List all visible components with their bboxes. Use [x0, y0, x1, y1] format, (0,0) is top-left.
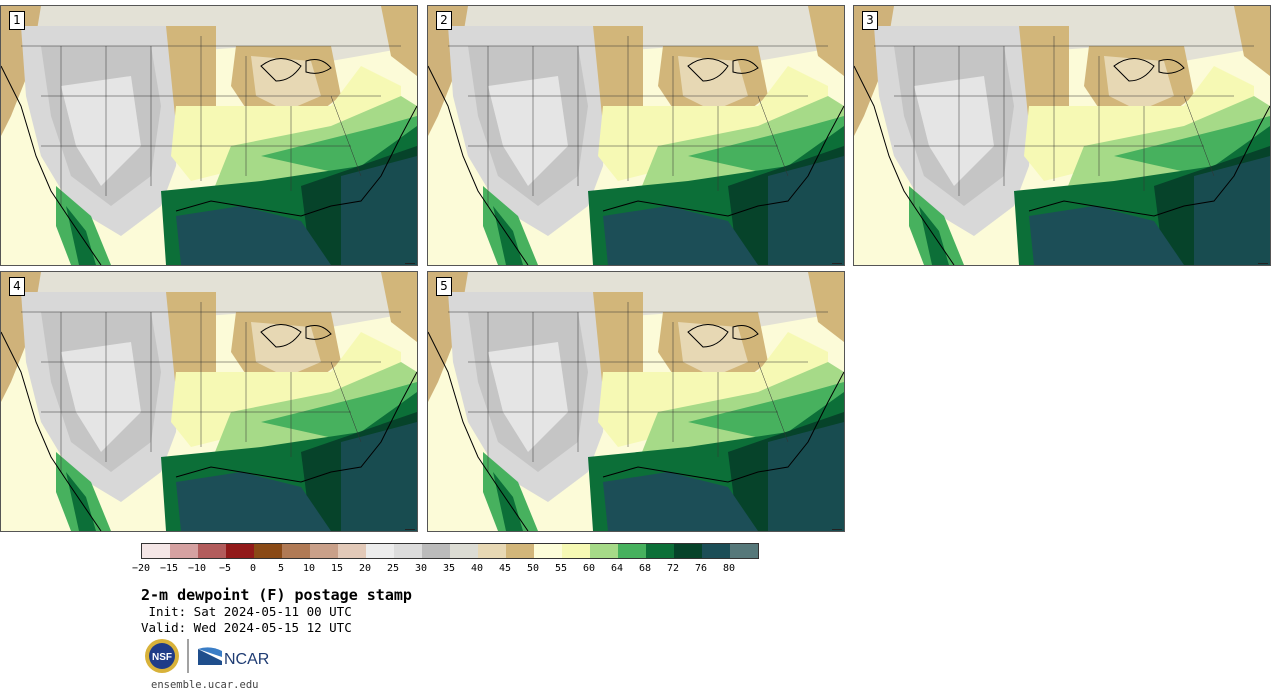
dewpoint-map-3	[854, 6, 1270, 265]
colorbar-swatch	[338, 544, 366, 558]
dewpoint-map-1	[1, 6, 417, 265]
panel-2: 2	[427, 5, 845, 266]
panel-number: 2	[436, 11, 452, 30]
colorbar-tick-label: −5	[218, 563, 232, 574]
colorbar-swatch	[394, 544, 422, 558]
colorbar-swatch	[366, 544, 394, 558]
colorbar-tick-label: 40	[470, 563, 484, 574]
colorbar-swatch	[534, 544, 562, 558]
colorbar-tick-label: −20	[131, 563, 151, 574]
colorbar-tick-label: 45	[498, 563, 512, 574]
colorbar-swatch	[422, 544, 450, 558]
colorbar-tick-label: −15	[159, 563, 179, 574]
dewpoint-map-4	[1, 272, 417, 531]
colorbar-swatch	[226, 544, 254, 558]
colorbar-swatch	[646, 544, 674, 558]
colorbar-tick-label: 25	[386, 563, 400, 574]
init-time: Init: Sat 2024-05-11 00 UTC	[141, 604, 352, 619]
panel-number: 4	[9, 277, 25, 296]
colorbar-swatch	[590, 544, 618, 558]
colorbar-tick-label: 35	[442, 563, 456, 574]
colorbar-tick-label: −10	[187, 563, 207, 574]
colorbar-tick-label: 76	[694, 563, 708, 574]
colorbar-tick-label: 64	[610, 563, 624, 574]
colorbar-tick-label: 60	[582, 563, 596, 574]
scale-tick	[832, 263, 842, 264]
panel-3: 3	[853, 5, 1271, 266]
panel-number: 1	[9, 11, 25, 30]
colorbar-tick-label: 72	[666, 563, 680, 574]
colorbar-tick-label: 55	[554, 563, 568, 574]
colorbar-tick-label: 80	[722, 563, 736, 574]
colorbar-swatch	[702, 544, 730, 558]
colorbar-tick-label: 10	[302, 563, 316, 574]
colorbar-tick-label: 15	[330, 563, 344, 574]
colorbar-tick-label: 30	[414, 563, 428, 574]
colorbar	[141, 543, 759, 559]
scale-tick	[832, 529, 842, 530]
colorbar-swatch	[198, 544, 226, 558]
logos: NSF NCAR	[145, 639, 269, 673]
colorbar-tick-labels: −20 −15 −10 −5 0 5 10 15 20 25 30 35 40 45 50 55 60 64 68 7…	[132, 563, 761, 577]
plot-title: 2-m dewpoint (F) postage stamp	[141, 586, 412, 604]
colorbar-swatch	[282, 544, 310, 558]
colorbar-tick-label: 68	[638, 563, 652, 574]
colorbar-swatch	[142, 544, 170, 558]
scale-tick	[405, 529, 415, 530]
colorbar-tick-label: 5	[277, 563, 285, 574]
colorbar-tick-label: 0	[249, 563, 257, 574]
scale-tick	[1258, 263, 1268, 264]
valid-time: Valid: Wed 2024-05-15 12 UTC	[141, 620, 352, 635]
colorbar-swatch	[730, 544, 758, 558]
svg-text:NSF: NSF	[152, 652, 172, 663]
dewpoint-map-2	[428, 6, 844, 265]
colorbar-swatch	[618, 544, 646, 558]
colorbar-swatch	[450, 544, 478, 558]
colorbar-swatch	[506, 544, 534, 558]
svg-text:NCAR: NCAR	[224, 651, 269, 668]
colorbar-swatch	[170, 544, 198, 558]
panel-4: 4	[0, 271, 418, 532]
panel-5: 5	[427, 271, 845, 532]
panel-number: 3	[862, 11, 878, 30]
panel-number: 5	[436, 277, 452, 296]
panel-1: 1	[0, 5, 418, 266]
colorbar-swatch	[254, 544, 282, 558]
colorbar-swatch	[478, 544, 506, 558]
colorbar-swatch	[674, 544, 702, 558]
nsf-logo-icon: NSF	[145, 639, 179, 673]
colorbar-swatch	[310, 544, 338, 558]
scale-tick	[405, 263, 415, 264]
colorbar-tick-label: 20	[358, 563, 372, 574]
ncar-logo-icon: NCAR	[198, 647, 269, 668]
site-url[interactable]: ensemble.ucar.edu	[151, 679, 259, 691]
colorbar-swatch	[562, 544, 590, 558]
colorbar-tick-label: 50	[526, 563, 540, 574]
dewpoint-map-5	[428, 272, 844, 531]
